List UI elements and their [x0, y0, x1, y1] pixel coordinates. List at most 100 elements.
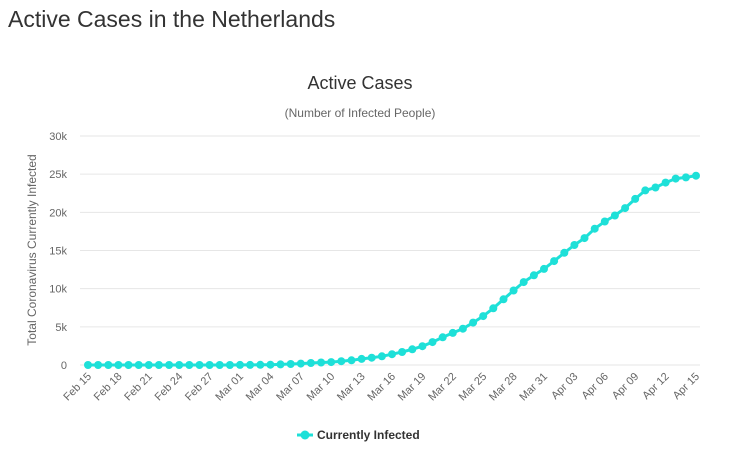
x-tick-label: Mar 04: [244, 371, 277, 404]
data-point[interactable]: [205, 361, 214, 369]
legend-label: Currently Infected: [317, 428, 420, 442]
data-point[interactable]: [550, 257, 559, 266]
x-tick-label: Mar 13: [335, 371, 368, 404]
x-tick-label: Apr 03: [549, 371, 580, 402]
chart-subtitle: (Number of Infected People): [285, 106, 436, 120]
data-point[interactable]: [388, 350, 396, 359]
data-point[interactable]: [671, 174, 680, 183]
x-tick-label: Apr 15: [671, 371, 702, 402]
data-point[interactable]: [519, 278, 528, 287]
data-point[interactable]: [529, 271, 538, 280]
data-point[interactable]: [570, 241, 579, 249]
data-point[interactable]: [276, 360, 285, 369]
data-point[interactable]: [165, 361, 174, 369]
data-point[interactable]: [215, 361, 224, 369]
x-tick-label: Mar 31: [517, 371, 550, 404]
x-tick-label: Feb 24: [153, 371, 186, 404]
data-point[interactable]: [114, 361, 123, 369]
x-tick-label: Mar 28: [487, 371, 520, 404]
data-point[interactable]: [266, 360, 275, 369]
data-point[interactable]: [621, 204, 630, 213]
data-point[interactable]: [469, 318, 478, 327]
data-point[interactable]: [428, 338, 437, 347]
data-point[interactable]: [600, 217, 609, 226]
data-point[interactable]: [327, 358, 336, 367]
legend-marker-icon: [300, 430, 310, 440]
data-point[interactable]: [398, 348, 407, 356]
data-point[interactable]: [357, 354, 366, 363]
x-tick-label: Mar 22: [426, 371, 459, 404]
y-tick-label: 10k: [49, 284, 67, 296]
y-tick-label: 15k: [49, 246, 67, 258]
data-point[interactable]: [418, 342, 427, 351]
data-point[interactable]: [408, 345, 417, 354]
data-point[interactable]: [296, 359, 305, 368]
x-tick-label: Feb 18: [92, 371, 125, 404]
y-tick-label: 5k: [55, 322, 67, 334]
x-tick-label: Apr 09: [610, 371, 641, 402]
data-point[interactable]: [225, 361, 234, 369]
x-tick-label: Apr 12: [640, 371, 671, 402]
data-point[interactable]: [306, 359, 315, 367]
data-point[interactable]: [661, 178, 670, 187]
data-point[interactable]: [651, 183, 660, 192]
data-point[interactable]: [560, 248, 569, 257]
data-point[interactable]: [479, 312, 488, 321]
grid-lines: [80, 135, 700, 366]
data-point[interactable]: [448, 328, 457, 337]
x-tick-label: Mar 01: [213, 371, 246, 404]
series-line: [88, 174, 697, 367]
data-point[interactable]: [367, 353, 376, 362]
data-point[interactable]: [590, 224, 599, 233]
data-point[interactable]: [236, 360, 244, 369]
x-tick-label: Mar 10: [305, 371, 338, 404]
x-tick-label: Mar 25: [457, 371, 490, 404]
data-point[interactable]: [246, 360, 255, 369]
data-point[interactable]: [499, 295, 508, 304]
data-point[interactable]: [195, 361, 204, 369]
y-tick-label: 0: [61, 360, 67, 372]
data-point[interactable]: [185, 361, 194, 369]
data-point[interactable]: [144, 361, 153, 369]
data-point[interactable]: [692, 171, 700, 180]
data-point[interactable]: [681, 173, 690, 182]
data-point[interactable]: [631, 194, 640, 203]
x-tick-label: Mar 16: [365, 371, 398, 404]
data-point[interactable]: [347, 356, 356, 365]
data-point[interactable]: [458, 324, 467, 333]
x-tick-label: Feb 21: [122, 371, 155, 404]
y-axis-ticks: 0 5k 10k 15k 20k 25k 30k: [49, 131, 67, 372]
data-point[interactable]: [84, 361, 92, 369]
x-tick-label: Mar 07: [274, 371, 307, 404]
data-point[interactable]: [641, 186, 650, 195]
data-point[interactable]: [124, 361, 133, 369]
data-point[interactable]: [286, 360, 295, 368]
data-point[interactable]: [540, 264, 548, 273]
x-tick-label: Feb 15: [61, 371, 94, 404]
page-title: Active Cases in the Netherlands: [8, 6, 336, 32]
y-axis-title: Total Coronavirus Currently Infected: [25, 154, 39, 345]
data-point[interactable]: [438, 333, 447, 342]
data-point[interactable]: [509, 286, 518, 295]
data-point[interactable]: [337, 357, 346, 366]
y-tick-label: 30k: [49, 131, 67, 143]
data-point[interactable]: [610, 211, 619, 220]
data-point[interactable]: [377, 352, 386, 361]
data-point[interactable]: [489, 304, 498, 313]
x-tick-label: Feb 27: [183, 371, 216, 404]
x-tick-label: Mar 19: [396, 371, 429, 404]
data-point[interactable]: [154, 361, 163, 369]
data-point[interactable]: [175, 361, 184, 369]
data-point[interactable]: [256, 360, 265, 369]
legend[interactable]: Currently Infected: [297, 428, 420, 442]
data-point[interactable]: [134, 361, 143, 369]
y-tick-label: 25k: [49, 169, 67, 181]
data-point[interactable]: [104, 361, 113, 369]
data-point[interactable]: [580, 234, 589, 243]
data-point[interactable]: [94, 361, 103, 369]
data-point[interactable]: [317, 358, 326, 367]
series-currently-infected: [84, 171, 700, 369]
y-tick-label: 20k: [49, 207, 67, 219]
